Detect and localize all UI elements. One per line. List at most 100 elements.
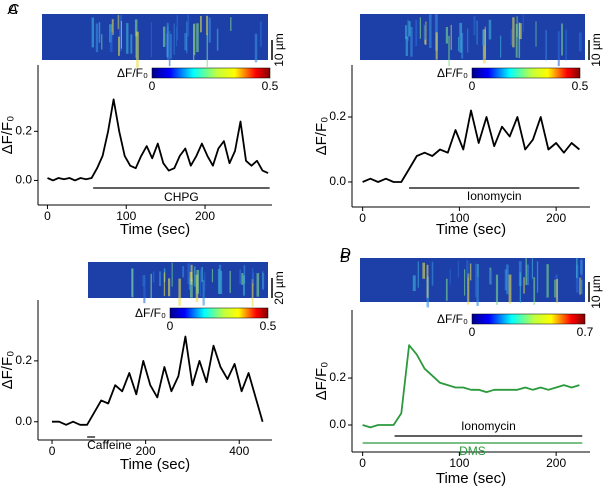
heatmap-streak (476, 20, 478, 45)
heatmap-streak (473, 16, 476, 36)
heatmap-streak (410, 26, 413, 57)
heatmap-streak (176, 15, 179, 41)
heatmap-streak (565, 29, 568, 61)
heatmap-streak (519, 23, 522, 40)
x-tick-label: 100 (449, 456, 469, 470)
y-axis-label: ΔF/F₀ (0, 351, 16, 390)
x-tick-label: 200 (546, 456, 566, 470)
heatmap-streak (504, 269, 508, 291)
heatmap-streak (118, 36, 120, 56)
trace (362, 109, 580, 183)
heatmap-streak (101, 34, 103, 50)
panel-label: C (8, 1, 19, 18)
heatmap-streak (218, 264, 222, 279)
heatmap-streak (167, 278, 171, 297)
heatmap-streak (535, 21, 537, 47)
heatmap-streak (449, 268, 451, 285)
heatmap-streak (171, 262, 173, 287)
heatmap-streak (445, 278, 448, 301)
x-tick-label: 200 (136, 444, 156, 458)
heatmap-streak (519, 272, 522, 303)
heatmap-streak (412, 275, 416, 292)
heatmap-streak (259, 21, 262, 47)
colorbar-tick-label: 0.5 (260, 319, 277, 333)
heatmap-streak (426, 264, 429, 298)
heatmap-streak (488, 19, 492, 40)
heatmap-streak (190, 264, 193, 282)
heatmap (42, 14, 268, 60)
heatmap-streak (91, 17, 95, 48)
heatmap-streak (489, 269, 493, 286)
heatmap-streak (182, 266, 185, 278)
heatmap-streak (251, 268, 254, 284)
heatmap-streak (575, 264, 579, 293)
heatmap-streak (130, 34, 133, 54)
heatmap-streak (536, 261, 539, 293)
heatmap (360, 258, 585, 302)
heatmap-streak (484, 26, 486, 59)
y-tick-label: 0.2 (15, 353, 32, 367)
heatmap-streak (459, 22, 463, 53)
heatmap-streak (450, 24, 452, 51)
x-tick-label: 200 (195, 209, 215, 223)
heatmap-streak (415, 19, 418, 46)
y-tick-label: 0.0 (329, 417, 346, 431)
heatmap-streak (545, 29, 547, 61)
heatmap-streak (126, 23, 129, 54)
panel-label: D (340, 245, 351, 262)
heatmap-streak (150, 22, 152, 58)
heatmap-streak (184, 33, 187, 51)
heatmap-streak (168, 30, 171, 67)
heatmap-streak (531, 258, 534, 279)
heatmap-streak (526, 264, 529, 286)
heatmap-streak (134, 19, 138, 37)
panel-label: B (340, 249, 350, 266)
heatmap-streak (193, 24, 195, 61)
heatmap (360, 14, 585, 60)
heatmap-streak (188, 277, 191, 290)
colorbar-label: ΔF/F₀ (437, 66, 468, 80)
heatmap-streak (407, 19, 409, 41)
heatmap-streak (435, 32, 438, 60)
heatmap-streak (136, 31, 139, 68)
heatmap-streak (466, 260, 469, 278)
heatmap-streak (408, 21, 411, 37)
heatmap-streak (206, 15, 209, 35)
heatmap-streak (152, 271, 155, 283)
heatmap-streak (474, 263, 477, 297)
heatmap-streak (241, 273, 244, 285)
y-tick-label: 0.2 (329, 370, 346, 384)
trace (52, 335, 264, 426)
scale-bar-label: 10 µm (589, 33, 603, 67)
heatmap-streak (216, 28, 219, 51)
heatmap-streak (476, 263, 479, 278)
heatmap-streak (200, 269, 202, 297)
stimulus-label: CHPG (164, 190, 199, 204)
heatmap-streak (219, 270, 223, 294)
heatmap-streak (500, 35, 502, 58)
scale-bar-label: 20 µm (272, 271, 286, 305)
heatmap-streak (187, 263, 191, 285)
x-tick-label: 0 (359, 211, 366, 225)
x-axis-label: Time (sec) (436, 470, 506, 487)
x-axis-label: Time (sec) (436, 221, 506, 238)
heatmap-streak (95, 23, 99, 53)
heatmap-streak (135, 35, 137, 59)
colorbar-tick-label: 0 (167, 319, 174, 333)
heatmap-streak (109, 32, 113, 53)
heatmap-streak (556, 278, 559, 304)
trace (47, 98, 269, 182)
y-axis-label: ΔF/F₀ (313, 117, 330, 156)
stimulus-label: Caffeine (87, 438, 132, 452)
heatmap-streak (239, 269, 241, 285)
colorbar (151, 67, 271, 79)
heatmap-streak (431, 261, 434, 286)
heatmap-streak (230, 17, 232, 31)
heatmap-streak (208, 17, 211, 43)
heatmap-streak (557, 31, 560, 67)
heatmap-streak (518, 22, 521, 59)
heatmap-streak (131, 268, 134, 297)
heatmap-streak (262, 272, 265, 290)
heatmap-streak (580, 279, 583, 295)
heatmap (88, 262, 268, 298)
